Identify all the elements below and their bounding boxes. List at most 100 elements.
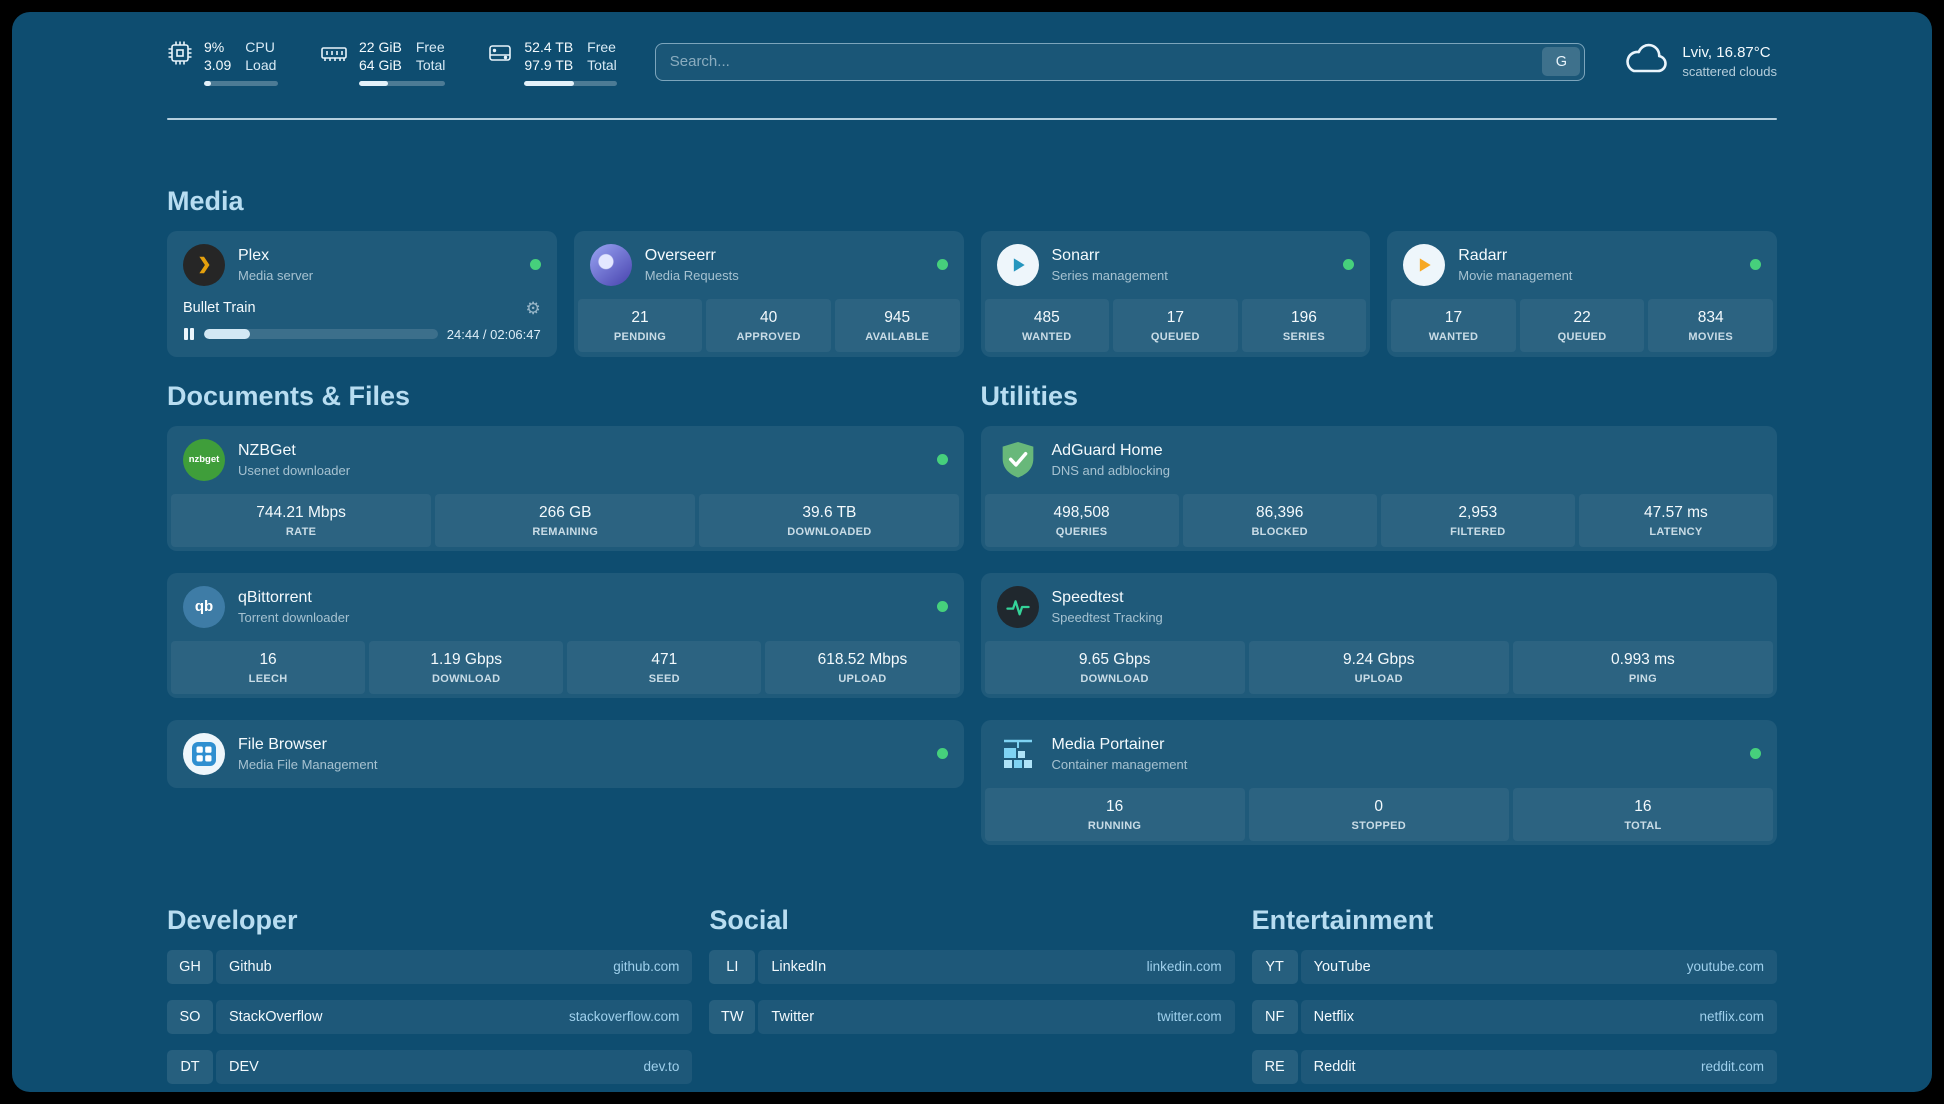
bookmark-netflix[interactable]: NF Netflix netflix.com [1251, 999, 1777, 1034]
service-name: Sonarr [1051, 246, 1100, 264]
portainer-stats: 16 RUNNING 0 STOPPED 16 TOTAL [981, 787, 1778, 845]
portainer-card[interactable]: Media Portainer Container management 16 … [980, 719, 1778, 845]
bookmark-reddit[interactable]: RE Reddit reddit.com [1251, 1049, 1777, 1084]
utilities-section: Utilities AdGuard Home DNS and adblocki [980, 381, 1778, 845]
bookmark-github[interactable]: GH Github github.com [167, 949, 693, 984]
bookmark-stackoverflow[interactable]: SO StackOverflow stackoverflow.com [167, 999, 693, 1034]
bookmark-youtube[interactable]: YT YouTube youtube.com [1251, 949, 1777, 984]
overseerr-card[interactable]: Overseerr Media Requests 21 PENDING 40 A… [573, 230, 964, 357]
bookmark-abbr: DT [167, 1049, 213, 1084]
weather-widget: Lviv, 16.87°C scattered clouds [1623, 43, 1777, 80]
stat-cell: 196 SERIES [1241, 298, 1367, 352]
nzbget-stats: 744.21 Mbps RATE 266 GB REMAINING 39.6 T… [167, 493, 964, 551]
stat-value: 0.993 ms [1611, 650, 1675, 668]
bookmark-domain: netflix.com [1699, 1009, 1764, 1025]
stat-value: 17 [1444, 308, 1463, 326]
plex-card[interactable]: Plex Media server Bullet Train ⚙ [167, 230, 557, 357]
speedtest-card[interactable]: Speedtest Speedtest Tracking 9.65 Gbps D… [980, 572, 1778, 698]
bookmark-abbr: YT [1251, 949, 1298, 984]
documents-section: Documents & Files nzbget NZBGet Usenet d… [167, 381, 964, 788]
search-provider-button[interactable]: G [1542, 47, 1581, 77]
adguard-card[interactable]: AdGuard Home DNS and adblocking 498,508 … [980, 425, 1778, 551]
bookmark-abbr: RE [1251, 1049, 1298, 1084]
disk-usage-bar-fill [524, 80, 575, 86]
plex-icon [183, 243, 225, 286]
disk-free-label: Free [587, 39, 616, 55]
radarr-card[interactable]: Radarr Movie management 17 WANTED 22 QUE… [1387, 230, 1777, 357]
disk-total-value: 97.9 TB [524, 57, 574, 74]
filebrowser-card[interactable]: File Browser Media File Management [167, 719, 964, 788]
nzbget-icon-text: nzbget [188, 454, 220, 466]
disk-widget: 52.4 TB 97.9 TB Free Total [487, 38, 617, 86]
service-subtitle: Media File Management [238, 756, 378, 772]
stat-label: APPROVED [736, 330, 801, 343]
stat-label: FILTERED [1450, 525, 1506, 538]
stat-cell: 498,508 QUERIES [984, 493, 1179, 547]
stat-label: QUERIES [1055, 525, 1108, 538]
playback-progress-bar[interactable] [204, 329, 438, 340]
memory-usage-bar-fill [359, 80, 389, 86]
nzbget-card[interactable]: nzbget NZBGet Usenet downloader 744.21 M… [167, 425, 964, 551]
status-dot [1750, 259, 1761, 271]
stat-value: 945 [884, 308, 911, 326]
stat-cell: 618.52 Mbps UPLOAD [765, 640, 960, 694]
stat-label: STOPPED [1351, 819, 1406, 832]
stat-value: 498,508 [1053, 503, 1110, 521]
stat-cell: 834 MOVIES [1648, 298, 1773, 352]
stat-value: 16 [1105, 797, 1124, 815]
stat-value: 744.21 Mbps [256, 503, 346, 521]
stat-value: 471 [651, 650, 678, 668]
stat-label: LEECH [248, 672, 288, 685]
settings-gear-icon[interactable]: ⚙ [525, 298, 541, 318]
status-dot [1750, 748, 1761, 760]
status-dot [936, 454, 948, 466]
service-subtitle: Movie management [1458, 267, 1573, 283]
bookmark-linkedin[interactable]: LI LinkedIn linkedin.com [709, 949, 1235, 984]
stat-cell: 945 AVAILABLE [834, 298, 960, 352]
pause-button[interactable] [183, 328, 195, 341]
memory-free-label: Free [415, 39, 445, 55]
weather-location: Lviv, 16.87°C [1682, 44, 1771, 62]
sonarr-card[interactable]: Sonarr Series management 485 WANTED 17 Q… [980, 230, 1371, 357]
section-title-documents: Documents & Files [167, 380, 411, 411]
service-subtitle: Media server [238, 267, 314, 283]
stat-label: MOVIES [1688, 330, 1733, 343]
radarr-icon [1403, 243, 1446, 286]
speedtest-card-header: Speedtest Speedtest Tracking [981, 573, 1778, 641]
weather-condition: scattered clouds [1682, 64, 1777, 80]
radarr-card-header: Radarr Movie management [1387, 231, 1777, 299]
service-subtitle: Series management [1051, 267, 1168, 283]
stat-value: 17 [1166, 308, 1184, 326]
bookmark-domain: stackoverflow.com [569, 1009, 680, 1025]
search-input[interactable] [669, 53, 1543, 71]
stat-label: UPLOAD [1354, 672, 1403, 685]
stat-cell: 40 APPROVED [706, 298, 831, 352]
stat-label: AVAILABLE [865, 330, 930, 343]
cpu-percent: 9% [204, 39, 225, 55]
cpu-load-label: Load [245, 57, 277, 74]
disk-total-label: Total [587, 57, 617, 74]
stat-value: 834 [1697, 308, 1724, 326]
stat-cell: 21 PENDING [577, 298, 703, 352]
adguard-card-header: AdGuard Home DNS and adblocking [981, 426, 1778, 494]
bookmark-twitter[interactable]: TW Twitter twitter.com [709, 999, 1235, 1034]
cpu-usage-bar [204, 80, 278, 86]
service-subtitle: Media Requests [644, 267, 739, 283]
stat-value: 266 GB [538, 503, 592, 521]
stat-cell: 1.19 Gbps DOWNLOAD [369, 640, 564, 694]
dashboard: 9% 3.09 CPU Load [12, 12, 1932, 1092]
radarr-stats: 17 WANTED 22 QUEUED 834 MOVIES [1387, 298, 1777, 356]
bookmark-abbr: NF [1251, 999, 1298, 1034]
stat-value: 16 [259, 650, 277, 668]
stat-value: 16 [1634, 797, 1652, 815]
bookmark-domain: github.com [613, 959, 680, 975]
stat-cell: 9.65 Gbps DOWNLOAD [984, 640, 1245, 694]
service-name: File Browser [238, 735, 327, 753]
adguard-stats: 498,508 QUERIES 86,396 BLOCKED 2,953 FIL… [981, 493, 1778, 551]
bookmark-dev[interactable]: DT DEV dev.to [167, 1049, 693, 1084]
service-name: NZBGet [238, 441, 296, 459]
stat-cell: 16 LEECH [171, 640, 366, 694]
bookmark-abbr: SO [167, 999, 213, 1034]
bookmark-name: LinkedIn [771, 958, 827, 975]
qbittorrent-card[interactable]: qb qBittorrent Torrent downloader 16 LEE… [167, 572, 964, 698]
